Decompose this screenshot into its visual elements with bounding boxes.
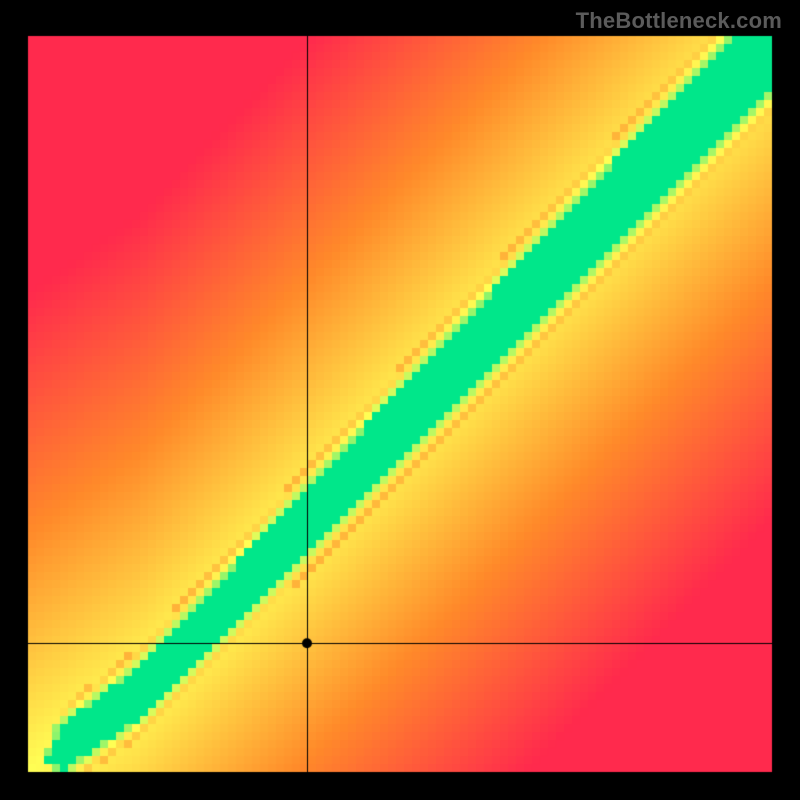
watermark-text: TheBottleneck.com: [576, 8, 782, 34]
chart-container: TheBottleneck.com: [0, 0, 800, 800]
heatmap-canvas: [0, 0, 800, 800]
